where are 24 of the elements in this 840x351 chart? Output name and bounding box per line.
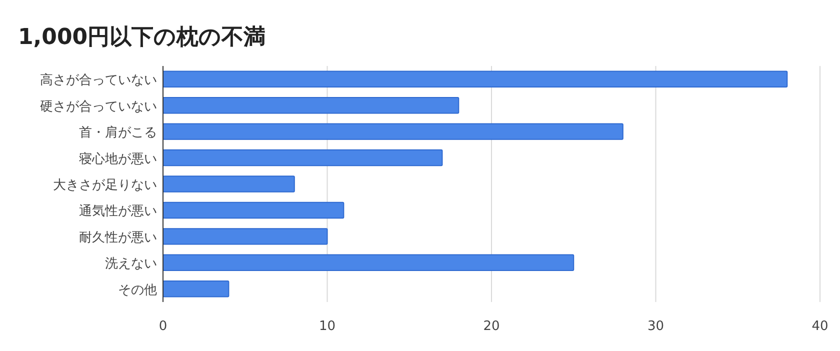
bar [162,96,460,114]
y-tick-label: 首・肩がこる [79,124,157,141]
y-tick-label: 通気性が悪い [79,204,157,220]
x-tick-label: 10 [318,319,336,334]
bar [162,202,344,219]
y-tick-label: 寝心地が悪い [79,150,157,167]
y-tick-label: 硬さが合っていない [40,99,157,114]
x-tick-label: 20 [483,319,500,334]
x-tick-label: 30 [647,319,664,334]
bar [162,123,624,140]
x-tick-label: 0 [158,319,168,334]
y-tick-label: その他 [118,282,157,298]
bar [162,228,328,245]
x-tick-label: 40 [812,319,828,334]
y-tick-label: 洗えない [105,256,157,272]
chart-title: 1,000円以下の枕の不満 [18,25,266,50]
y-tick-label: 大きさが足りない [53,178,157,193]
bar [162,176,295,192]
bar [162,254,574,272]
y-tick-label: 耐久性が悪い [79,230,157,246]
bar [162,280,230,298]
y-tick-label: 高さが合っていない [40,72,157,88]
bar [162,149,443,166]
bar [162,70,788,88]
